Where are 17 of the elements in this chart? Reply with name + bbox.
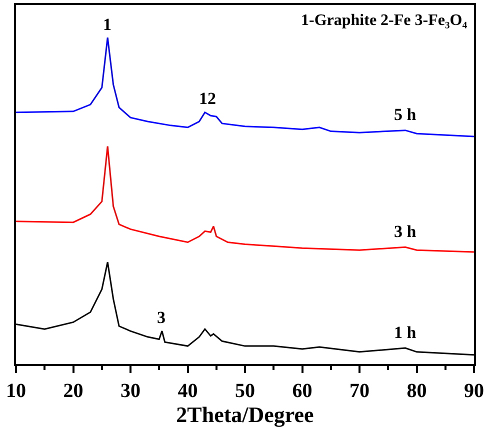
x-tick-label: 20 bbox=[63, 380, 84, 402]
series-label: 5 h bbox=[394, 105, 417, 124]
x-tick-label: 10 bbox=[6, 380, 26, 402]
x-tick-label: 50 bbox=[235, 380, 255, 402]
x-tick-label: 30 bbox=[120, 380, 140, 402]
x-tick-label: 60 bbox=[292, 380, 312, 402]
x-tick-label: 40 bbox=[178, 380, 198, 402]
x-tick-label: 70 bbox=[350, 380, 370, 402]
series-label: 1 h bbox=[394, 323, 417, 342]
series-label: 3 h bbox=[394, 222, 417, 241]
x-axis-title: 2Theta/Degree bbox=[176, 402, 314, 427]
annotation: 12 bbox=[199, 89, 216, 108]
x-tick-label: 90 bbox=[464, 380, 484, 402]
text: 1-Graphite 2-Fe 3-Fe₃O₄ bbox=[301, 12, 468, 29]
x-tick-label: 80 bbox=[406, 380, 427, 402]
annotation: 1 bbox=[103, 15, 112, 34]
annotation: 3 bbox=[157, 308, 166, 327]
